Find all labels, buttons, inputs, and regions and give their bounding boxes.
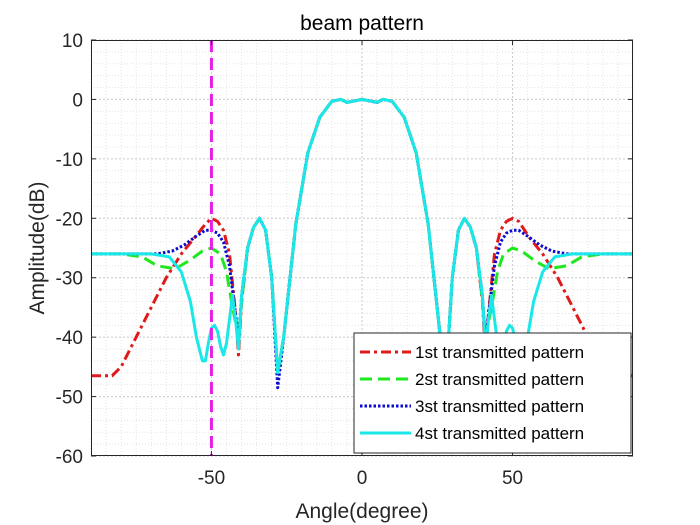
- x-axis-label: Angle(degree): [295, 500, 428, 523]
- legend-label-3: 3st transmitted pattern: [415, 397, 584, 416]
- legend-label-1: 1st transmitted pattern: [415, 343, 584, 362]
- legend-label-4: 4st transmitted pattern: [415, 424, 584, 443]
- y-tick-label: -60: [56, 447, 83, 468]
- y-tick-label: -30: [56, 269, 83, 290]
- y-tick-label: -50: [56, 388, 83, 409]
- x-tick-label: -50: [198, 468, 225, 489]
- legend-label-2: 2st transmitted pattern: [415, 370, 584, 389]
- x-tick-label: 50: [502, 468, 523, 489]
- legend: 1st transmitted pattern 2st transmitted p…: [353, 332, 632, 454]
- y-tick-label: -10: [56, 150, 83, 171]
- y-tick-label: 10: [62, 31, 83, 52]
- y-tick-label: -40: [56, 328, 83, 349]
- y-axis-label: Amplitude(dB): [26, 181, 49, 314]
- chart-title: beam pattern: [300, 12, 424, 35]
- y-tick-label: 0: [72, 90, 83, 111]
- y-tick-label: -20: [56, 209, 83, 230]
- x-tick-label: 0: [357, 468, 368, 489]
